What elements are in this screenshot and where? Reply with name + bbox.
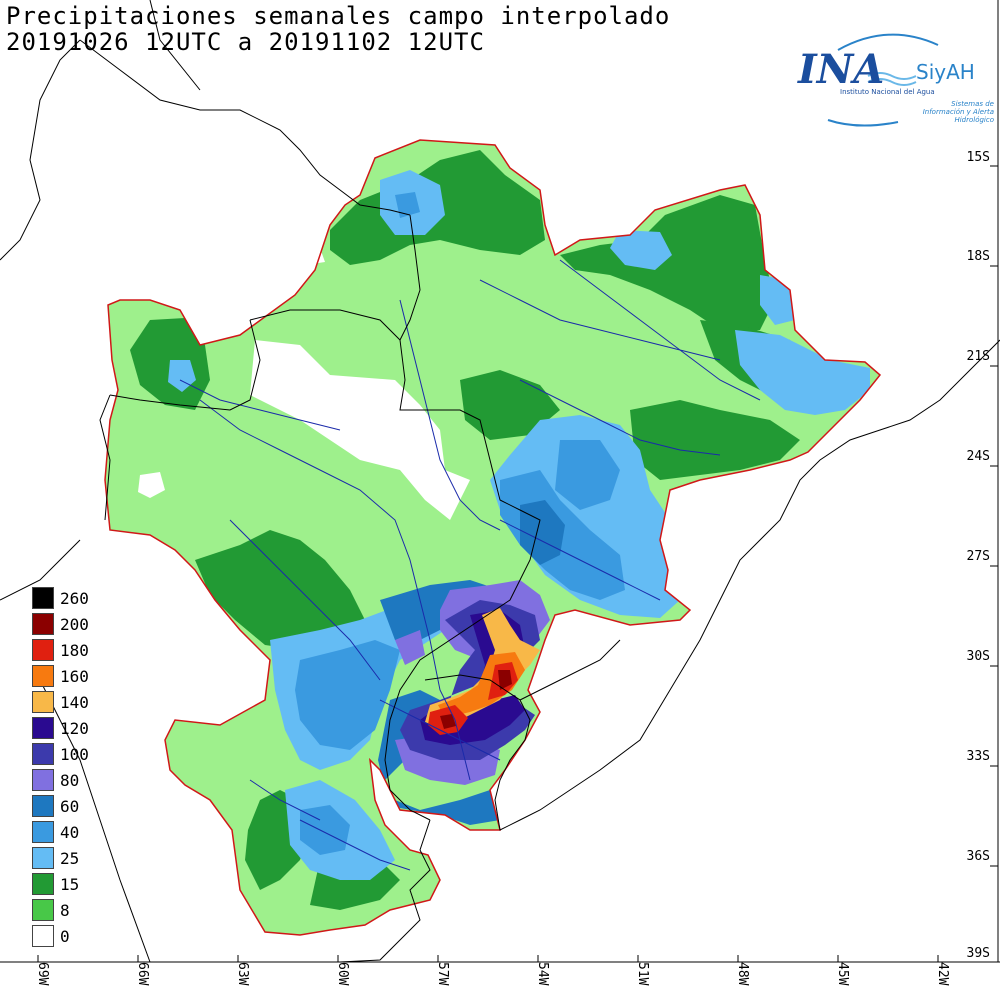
legend-swatch xyxy=(32,873,54,895)
legend-swatch xyxy=(32,639,54,661)
lat-label-24s: 24S xyxy=(966,449,990,464)
legend-label: 40 xyxy=(60,823,80,842)
legend-label: 180 xyxy=(60,641,89,660)
lon-label-48w: 48W xyxy=(735,962,750,986)
lat-label-36s: 36S xyxy=(966,849,990,864)
lat-ticks xyxy=(990,165,998,867)
legend-label: 260 xyxy=(60,589,89,608)
legend-swatch xyxy=(32,717,54,739)
lon-label-66w: 66W xyxy=(135,962,150,986)
lon-label-45w: 45W xyxy=(835,962,850,986)
lon-label-60w: 60W xyxy=(335,962,350,986)
legend-swatch xyxy=(32,665,54,687)
lon-label-69w: 69W xyxy=(35,962,50,986)
lat-label-15s: 15S xyxy=(966,150,990,165)
legend-label: 0 xyxy=(60,927,70,946)
legend-label: 60 xyxy=(60,797,80,816)
lon-ticks xyxy=(37,955,939,962)
legend-label: 25 xyxy=(60,849,80,868)
legend-swatch xyxy=(32,691,54,713)
lat-label-39s: 39S xyxy=(966,946,990,961)
legend-swatch xyxy=(32,743,54,765)
legend-swatch xyxy=(32,925,54,947)
lat-label-33s: 33S xyxy=(966,749,990,764)
logo-swoosh-icon xyxy=(827,33,939,127)
logo-sub-text: Sistemas de Información y Alerta Hidroló… xyxy=(922,100,994,124)
logo-org-text: Instituto Nacional del Agua xyxy=(840,88,935,96)
legend-swatch xyxy=(32,795,54,817)
map-title: Precipitaciones semanales campo interpol… xyxy=(6,2,671,30)
logo-siyah-text: SiyAH xyxy=(916,60,975,84)
lat-label-27s: 27S xyxy=(966,549,990,564)
lon-label-63w: 63W xyxy=(235,962,250,986)
legend-label: 80 xyxy=(60,771,80,790)
lat-label-18s: 18S xyxy=(966,249,990,264)
logo-ina-text: INA xyxy=(798,46,885,93)
lon-label-42w: 42W xyxy=(935,962,950,986)
legend-swatch xyxy=(32,769,54,791)
basin-border xyxy=(104,139,882,936)
lat-label-21s: 21S xyxy=(966,349,990,364)
legend-label: 160 xyxy=(60,667,89,686)
legend-label: 15 xyxy=(60,875,80,894)
legend-swatch xyxy=(32,899,54,921)
legend-label: 200 xyxy=(60,615,89,634)
legend-swatch xyxy=(32,847,54,869)
lon-label-54w: 54W xyxy=(535,962,550,986)
map-date-range: 20191026 12UTC a 20191102 12UTC xyxy=(6,28,485,56)
lon-label-51w: 51W xyxy=(635,962,650,986)
legend-swatch xyxy=(32,613,54,635)
legend-label: 140 xyxy=(60,693,89,712)
legend-swatch xyxy=(32,587,54,609)
lat-label-30s: 30S xyxy=(966,649,990,664)
ina-siyah-logo: INA SiyAH Instituto Nacional del Agua Si… xyxy=(798,30,998,130)
legend-swatch xyxy=(32,821,54,843)
legend-label: 100 xyxy=(60,745,89,764)
lon-label-57w: 57W xyxy=(435,962,450,986)
legend-label: 8 xyxy=(60,901,70,920)
country-borders xyxy=(0,0,1000,963)
legend-label: 120 xyxy=(60,719,89,738)
